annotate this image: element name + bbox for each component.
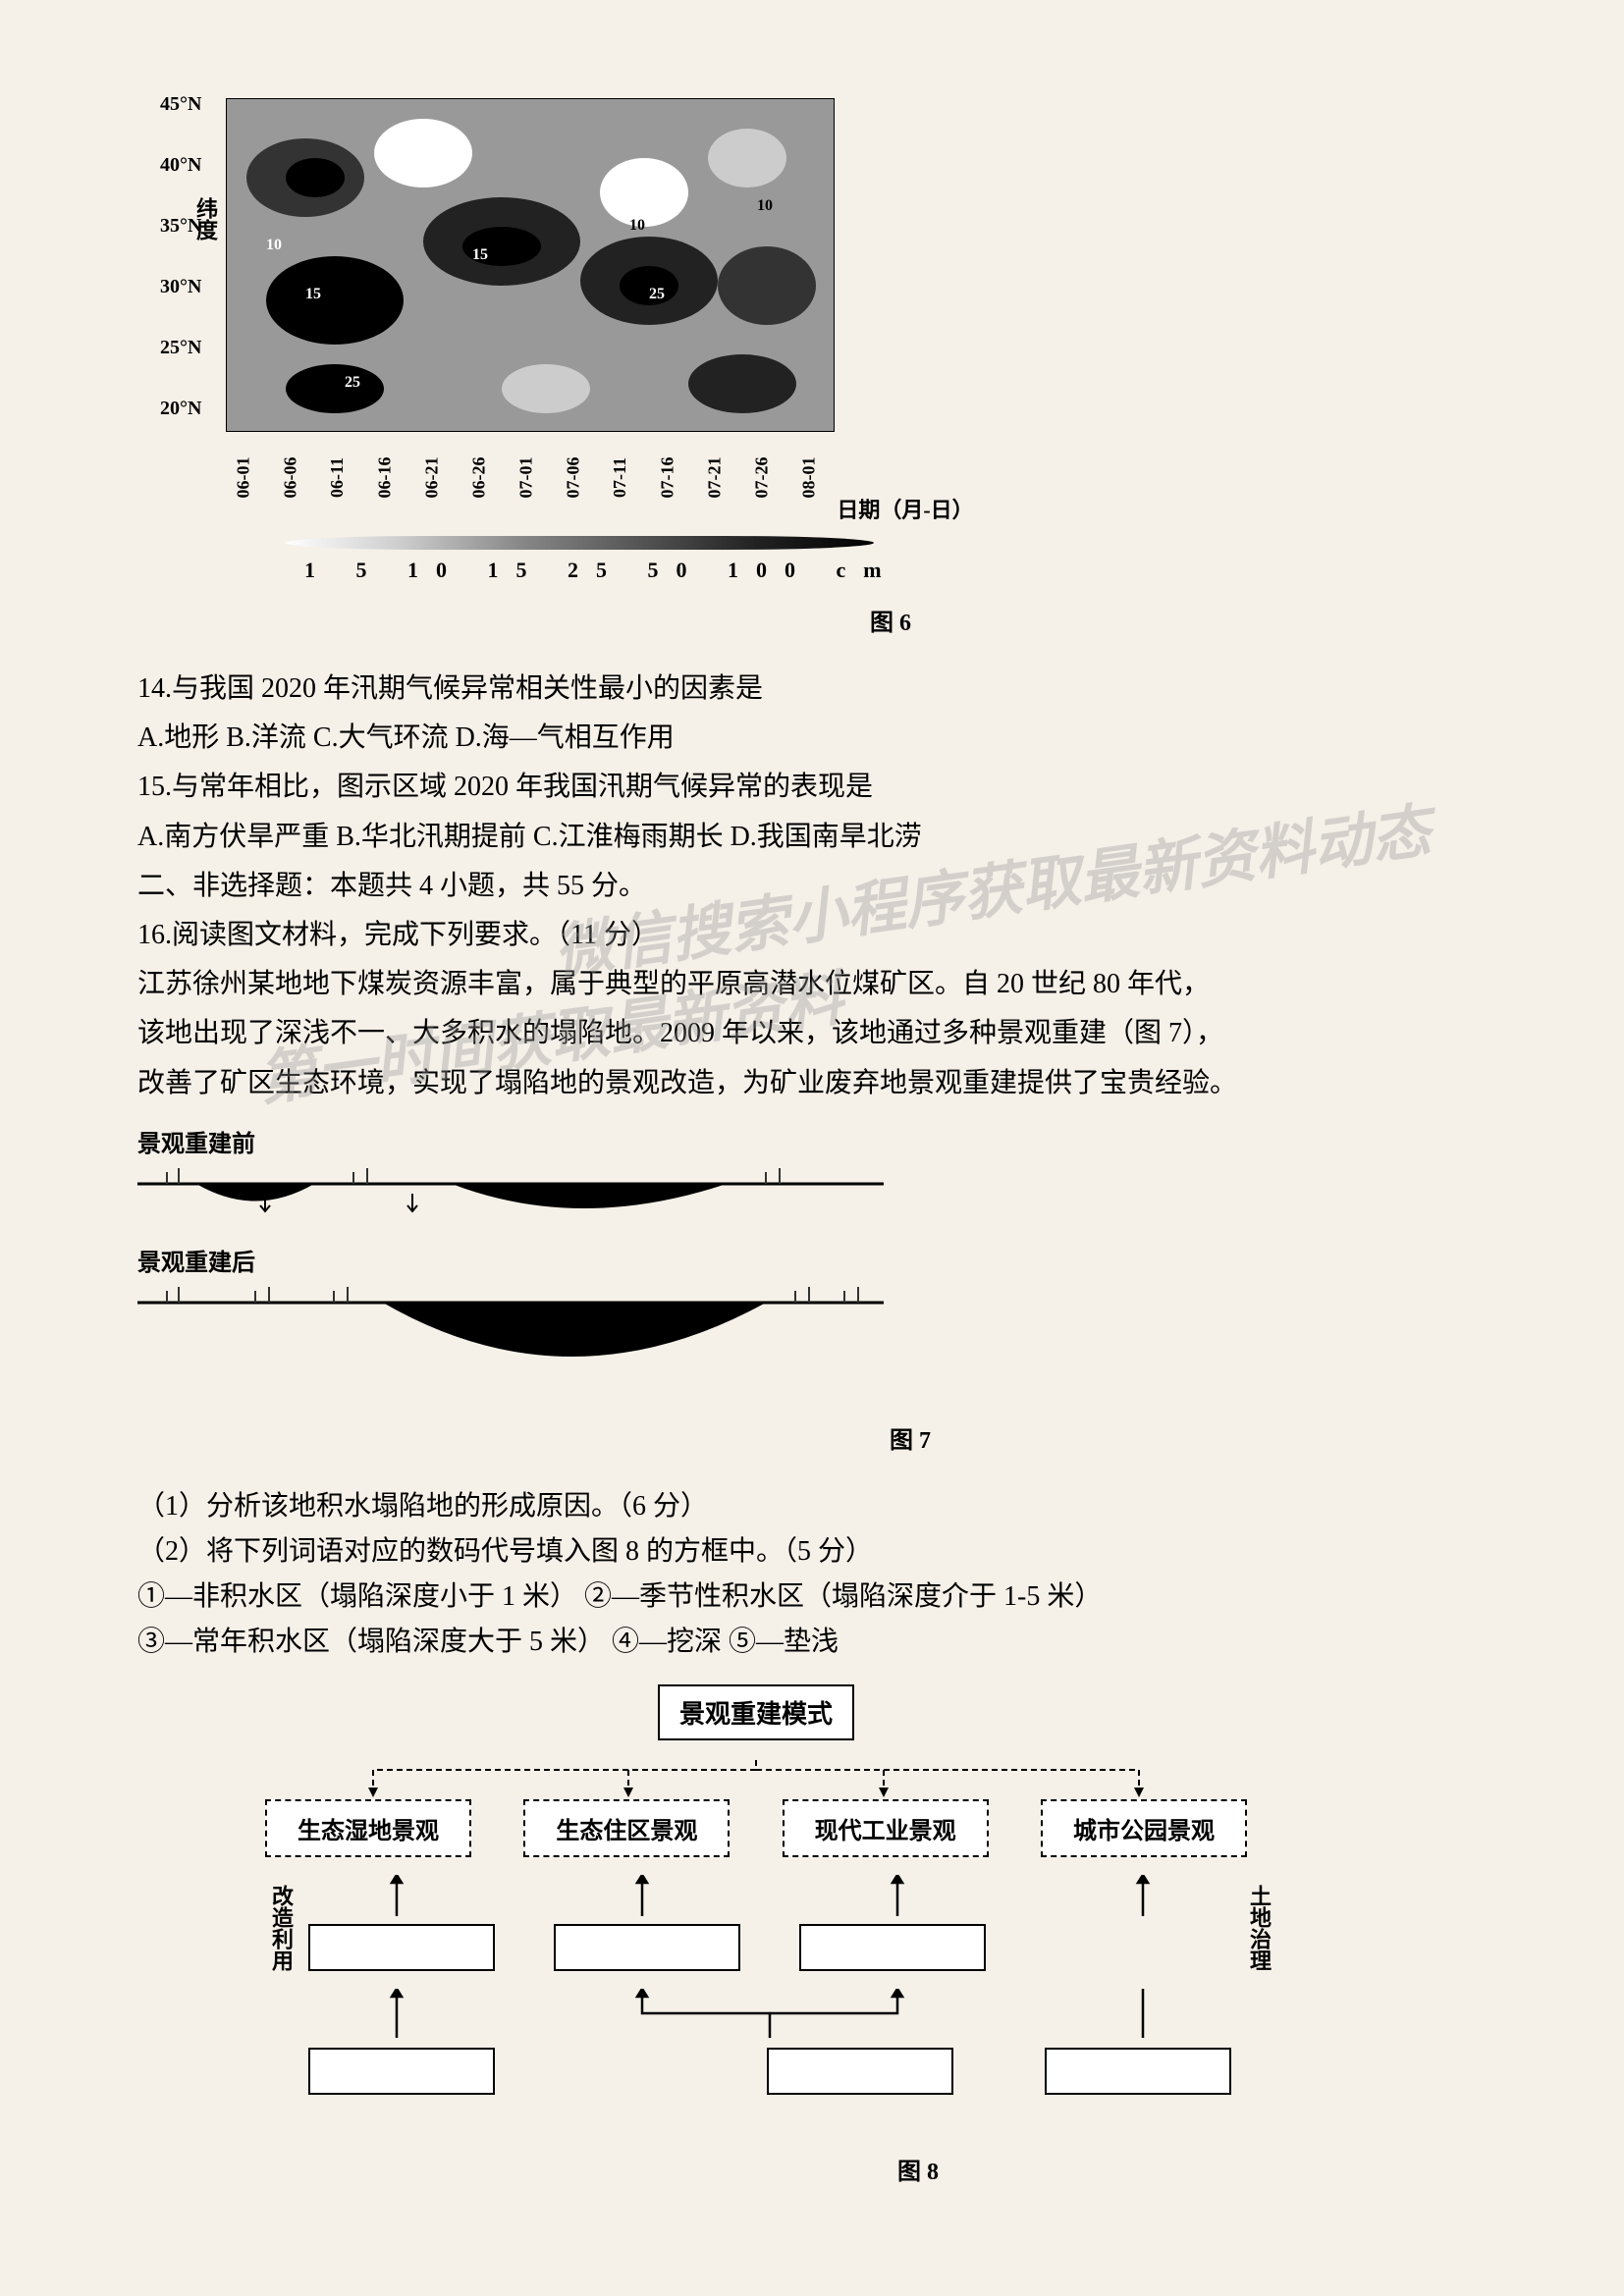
q16-opt2: ③—常年积水区（塌陷深度大于 5 米） ④—挖深 ⑤—垫浅 — [137, 1620, 1487, 1665]
y-tick: 30°N — [160, 276, 201, 298]
y-tick: 40°N — [160, 154, 201, 177]
contour-label: 25 — [345, 374, 360, 392]
flow-box-4: 城市公园景观 — [1041, 1799, 1247, 1857]
left-side-label: 改造利用 — [265, 1885, 297, 1971]
flow-lower: 改造利用 — [265, 1875, 1247, 2112]
section2-header: 二、非选择题：本题共 4 小题，共 55 分。 — [137, 864, 1487, 909]
q16-sub2: （2）将下列词语对应的数码代号填入图 8 的方框中。（5 分） — [137, 1529, 1487, 1575]
x-tick: 07-06 — [564, 457, 584, 499]
q16-sub1: （1）分析该地积水塌陷地的形成原因。（6 分） — [137, 1484, 1487, 1529]
flow-row-1: 生态湿地景观 生态住区景观 现代工业景观 城市公园景观 — [265, 1799, 1247, 1857]
x-tick: 06-01 — [234, 457, 254, 499]
contour — [688, 354, 796, 413]
legend-values: 1 5 10 15 25 50 100 cm — [304, 558, 1487, 583]
x-tick: 06-06 — [281, 457, 301, 499]
contour-label: 15 — [472, 246, 488, 264]
contour — [708, 129, 786, 187]
y-tick: 45°N — [160, 93, 201, 116]
x-tick: 07-11 — [610, 457, 630, 498]
flow-box-3: 现代工业景观 — [783, 1799, 989, 1857]
figure8-caption: 图 8 — [589, 2152, 1247, 2186]
q16-para1: 江苏徐州某地地下煤炭资源丰富，属于典型的平原高潜水位煤矿区。自 20 世纪 80… — [137, 962, 1487, 1007]
q14-stem: 14.与我国 2020 年汛期气候异常相关性最小的因素是 — [137, 667, 1487, 712]
flow-top: 景观重建模式 — [658, 1684, 854, 1740]
profile-after — [137, 1283, 884, 1391]
empty-box-1 — [308, 1924, 495, 1971]
empty-box-3 — [799, 1924, 986, 1971]
y-tick: 35°N — [160, 215, 201, 238]
figure-6: 纬度 45°N 40°N 35°N 30°N 25°N 20°N 10 15 — [157, 98, 1487, 637]
x-tick: 08-01 — [799, 457, 820, 499]
q16-para3: 改善了矿区生态环境，实现了塌陷地的景观改造，为矿业废弃地景观重建提供了宝贵经验。 — [137, 1061, 1487, 1106]
contour-label: 10 — [757, 197, 773, 215]
x-tick: 06-16 — [375, 457, 396, 499]
empty-box-5 — [767, 2048, 953, 2095]
x-tick: 06-11 — [327, 457, 348, 498]
x-tick: 07-16 — [658, 457, 678, 499]
q16-intro: 16.阅读图文材料，完成下列要求。（11 分） — [137, 913, 1487, 958]
flow-arrows-bottom — [308, 1989, 1231, 2048]
y-tick: 20°N — [160, 398, 201, 420]
contour-label: 25 — [649, 286, 665, 303]
x-axis-label: 日期（月-日） — [324, 493, 1487, 524]
q14-options: A.地形 B.洋流 C.大气环流 D.海—气相互作用 — [137, 716, 1487, 761]
contour-label: 10 — [629, 217, 645, 235]
q15-stem: 15.与常年相比，图示区域 2020 年我国汛期气候异常的表现是 — [137, 765, 1487, 810]
q16-opt1: ①—非积水区（塌陷深度小于 1 米） ②—季节性积水区（塌陷深度介于 1-5 米… — [137, 1575, 1487, 1620]
flow-box-1: 生态湿地景观 — [265, 1799, 471, 1857]
flow-arrows-mid — [308, 1875, 1231, 1924]
figure7-label-after: 景观重建后 — [137, 1243, 1487, 1277]
contour — [502, 364, 590, 413]
q16-para2: 该地出现了深浅不一、大多积水的塌陷地。2009 年以来，该地通过多种景观重建（图… — [137, 1011, 1487, 1056]
contour — [266, 256, 404, 345]
figure6-chart: 纬度 45°N 40°N 35°N 30°N 25°N 20°N 10 15 — [226, 98, 835, 432]
x-tick: 07-01 — [516, 457, 537, 499]
empty-box-4 — [308, 2048, 495, 2095]
figure-8: 景观重建模式 生态湿地景观 生态住区景观 现代工业景观 城市公园景观 改造利用 — [265, 1684, 1247, 2186]
q15-options: A.南方伏旱严重 B.华北汛期提前 C.江淮梅雨期长 D.我国南旱北涝 — [137, 815, 1487, 860]
x-tick: 06-21 — [422, 457, 443, 499]
empty-box-2 — [554, 1924, 740, 1971]
figure6-caption: 图 6 — [295, 603, 1487, 637]
right-side-label: 土地治理 — [1243, 1885, 1274, 1971]
contour — [718, 246, 816, 325]
contour-label: 15 — [305, 286, 321, 303]
contour — [286, 364, 384, 413]
figure-7: 景观重建前 景观重建后 图 7 — [137, 1124, 1487, 1455]
empty-box-6 — [1045, 2048, 1231, 2095]
profile-before — [137, 1164, 884, 1233]
contour — [374, 119, 472, 187]
figure7-caption: 图 7 — [334, 1420, 1487, 1455]
figure7-label-before: 景观重建前 — [137, 1124, 1487, 1158]
legend-gradient — [285, 536, 874, 550]
y-tick: 25°N — [160, 337, 201, 359]
contour — [286, 158, 345, 197]
x-tick: 07-26 — [752, 457, 773, 499]
x-tick: 07-21 — [705, 457, 726, 499]
flow-box-2: 生态住区景观 — [523, 1799, 730, 1857]
flow-arrows-top — [265, 1760, 1247, 1799]
x-tick: 06-26 — [469, 457, 490, 499]
contour-label: 10 — [266, 237, 282, 254]
